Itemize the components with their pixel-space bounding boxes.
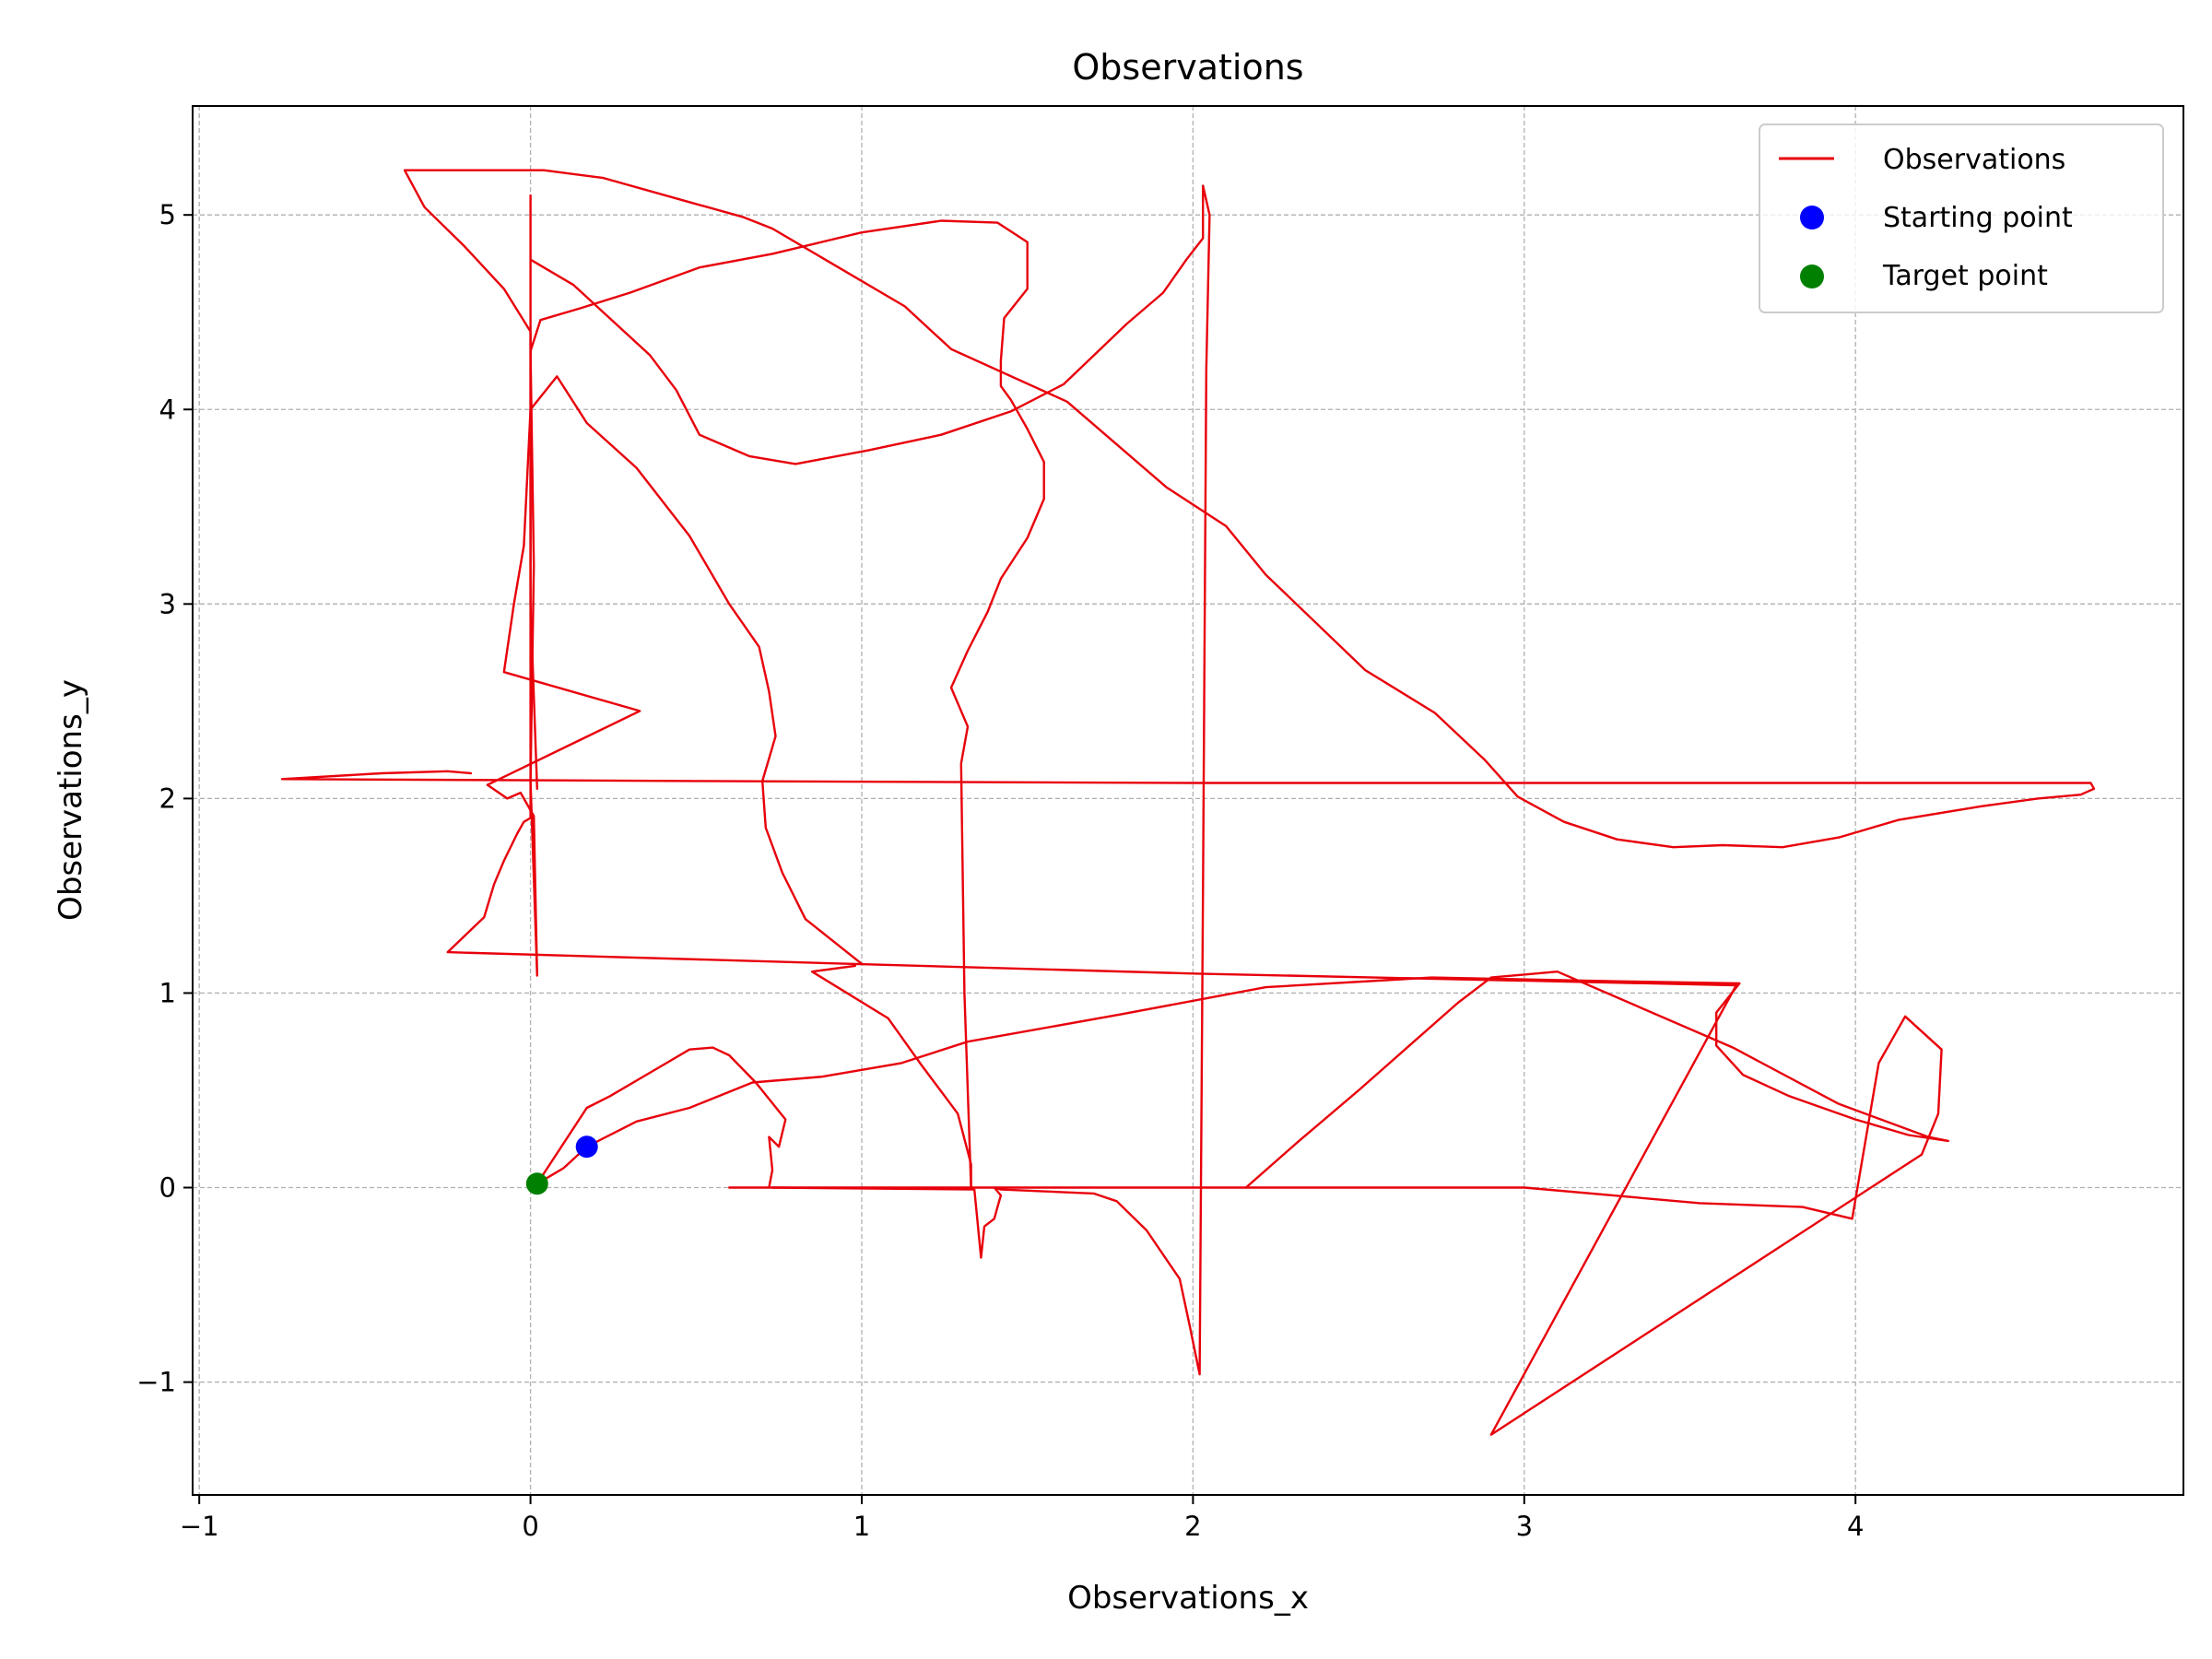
x-tick-label: 2	[1184, 1511, 1201, 1542]
points-layer	[525, 1135, 598, 1195]
chart-title: Observations	[1072, 47, 1303, 88]
observations-line-segment-6	[486, 219, 1045, 1189]
legend-marker-starting-point	[1800, 206, 1824, 229]
observations-line-segment-1	[535, 970, 1950, 1189]
legend-box	[1759, 124, 2164, 313]
series-layer	[280, 169, 2096, 1436]
y-tick-label: 5	[159, 199, 176, 230]
legend-marker-target-point	[1800, 265, 1824, 288]
observations-line-segment-4	[1244, 983, 1943, 1436]
x-tick-label: 3	[1516, 1511, 1533, 1542]
y-tick-label: 0	[159, 1172, 176, 1204]
x-tick-label: 0	[522, 1511, 538, 1542]
x-tick-label: 4	[1847, 1511, 1864, 1542]
observations-line-segment-3	[446, 184, 1738, 1376]
legend-label-observations: Observations	[1883, 144, 2065, 176]
y-axis-label: Observations_y	[53, 679, 89, 921]
y-tick-label: 4	[159, 394, 176, 425]
y-tick-label: 3	[159, 588, 176, 619]
legend-label-starting-point: Starting point	[1883, 202, 2073, 234]
x-tick-label: 1	[853, 1511, 870, 1542]
plot-area-background	[193, 106, 2183, 1495]
y-tick-label: 2	[159, 782, 176, 814]
x-axis: −1 0 1 2 3 4	[180, 1495, 1864, 1542]
x-tick-label: −1	[180, 1511, 219, 1542]
legend: Observations Starting point Target point	[1759, 124, 2164, 313]
starting-point-marker	[575, 1135, 598, 1159]
y-axis: −1 0 1 2 3 4 5	[136, 199, 193, 1398]
plot-frame	[192, 105, 2184, 1496]
y-tick-label: −1	[136, 1367, 176, 1398]
observations-line-segment-7	[280, 169, 2096, 849]
x-axis-label: Observations_x	[1067, 1580, 1309, 1617]
target-point-marker	[525, 1172, 548, 1195]
y-tick-label: 1	[159, 977, 176, 1008]
legend-label-target-point: Target point	[1882, 260, 2048, 292]
